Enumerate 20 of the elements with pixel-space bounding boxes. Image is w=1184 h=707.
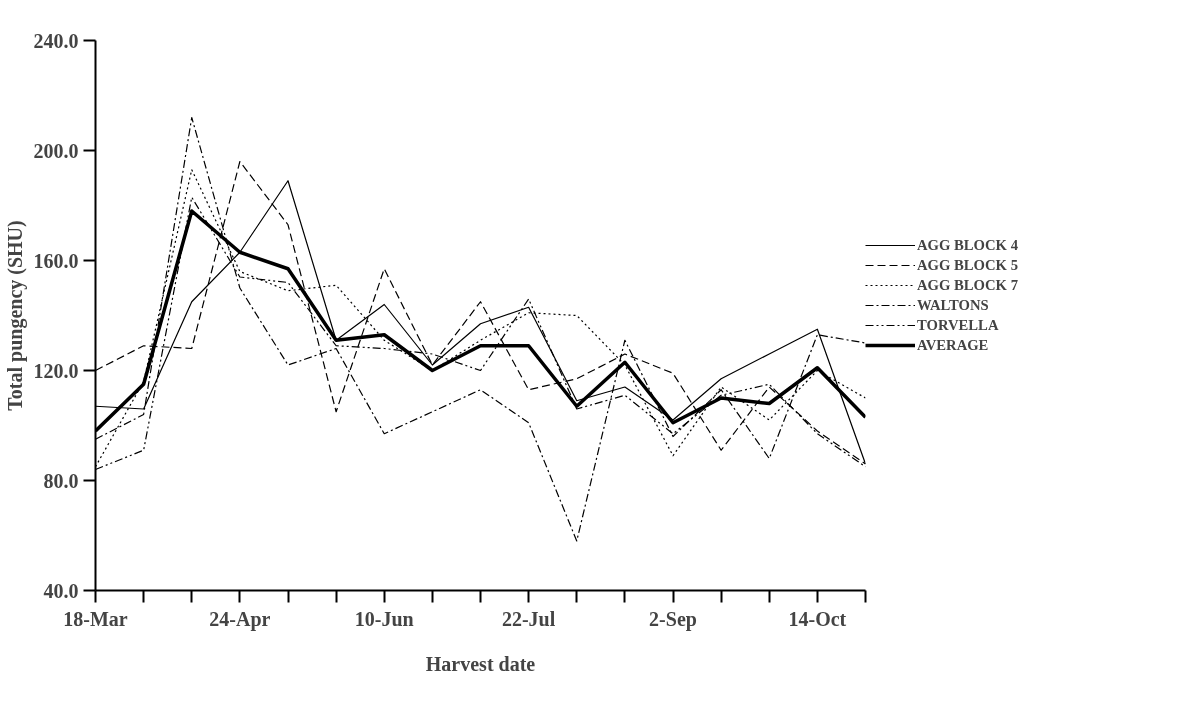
y-tick-label: 80.0 [43,469,79,492]
legend-label: WALTONS [917,296,989,314]
x-tick-label: 24-Apr [209,607,271,631]
y-tick-label: 160.0 [33,249,79,272]
legend-label: AGG BLOCK 4 [917,236,1018,254]
y-axis-title: Total pungency (SHU) [3,220,27,411]
x-tick-label: 22-Jul [501,607,556,630]
x-tick-label: 10-Jun [354,607,414,630]
legend-label: AGG BLOCK 5 [917,256,1018,274]
legend-label: AGG BLOCK 7 [917,276,1018,294]
x-axis-title: Harvest date [425,652,536,675]
legend-label: TORVELLA [917,316,999,334]
x-tick-label: 2-Sep [649,607,697,631]
legend-label: AVERAGE [917,336,989,354]
x-tick-label: 18-Mar [63,607,128,630]
y-tick-label: 40.0 [43,579,79,602]
y-tick-label: 120.0 [33,359,79,382]
x-tick-label: 14-Oct [788,607,847,630]
y-tick-label: 240.0 [33,29,79,52]
y-tick-label: 200.0 [33,139,79,162]
